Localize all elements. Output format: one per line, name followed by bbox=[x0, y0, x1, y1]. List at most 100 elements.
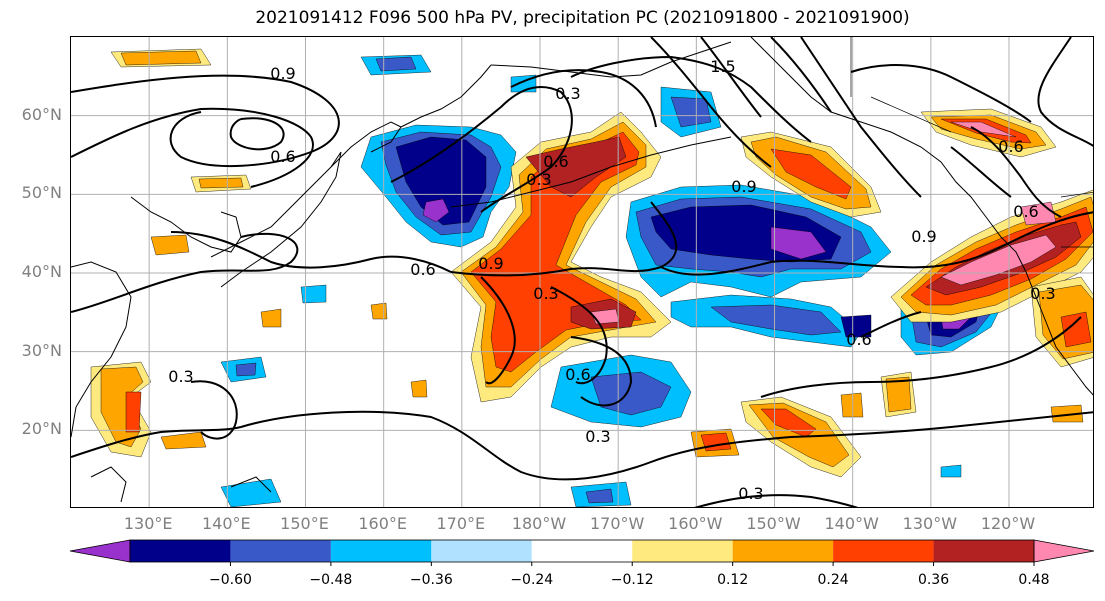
colorbar-extend-high bbox=[1033, 539, 1095, 563]
pv-contour-label: 0.6 bbox=[846, 330, 871, 349]
precip-anomaly-area bbox=[840, 392, 864, 418]
colorbar-extend-low bbox=[69, 539, 131, 563]
precip-anomaly-area bbox=[375, 56, 417, 72]
coastline bbox=[130, 196, 242, 253]
pv-contour bbox=[480, 276, 516, 385]
pv-contour bbox=[850, 64, 1032, 123]
pv-contour bbox=[71, 74, 340, 168]
pv-contour-label: 0.6 bbox=[998, 137, 1023, 156]
pv-contour-label: 0.3 bbox=[555, 84, 580, 103]
borders bbox=[850, 37, 1093, 248]
pv-contours bbox=[71, 37, 1093, 507]
pv-contour-label: 0.3 bbox=[168, 367, 193, 386]
pv-contour-label: 0.9 bbox=[911, 227, 936, 246]
colorbar-tick-label: −0.12 bbox=[610, 572, 654, 588]
precip-anomaly-area bbox=[940, 464, 962, 478]
longitude-label: 140°W bbox=[824, 514, 879, 533]
longitude-label: 170°E bbox=[436, 514, 486, 533]
precip-anomaly-area bbox=[260, 308, 282, 328]
longitude-label: 150°E bbox=[280, 514, 329, 533]
precip-anomaly-area bbox=[885, 376, 912, 413]
pv-contour bbox=[660, 211, 1093, 276]
precip-anomaly-area bbox=[410, 379, 428, 398]
precip-anomaly-area bbox=[1060, 311, 1092, 348]
pv-contour bbox=[800, 37, 922, 198]
longitude-label: 150°W bbox=[746, 514, 801, 533]
pv-contour bbox=[450, 201, 678, 277]
pv-contour-label: 0.9 bbox=[478, 254, 503, 273]
precip-anomaly-area bbox=[125, 391, 142, 433]
pv-contour bbox=[570, 55, 812, 143]
pv-contour bbox=[390, 86, 573, 213]
coastline bbox=[90, 466, 127, 503]
colorbar-segment bbox=[230, 540, 331, 562]
colorbar-segment bbox=[632, 540, 733, 562]
precip-anomaly-area bbox=[585, 488, 614, 504]
pv-contour bbox=[950, 146, 1012, 198]
pv-contour bbox=[510, 69, 657, 128]
pv-contour-label: 0.3 bbox=[738, 484, 763, 503]
longitude-label: 160°E bbox=[358, 514, 407, 533]
precip-anomaly-area bbox=[840, 314, 872, 338]
pv-contour-label: 0.6 bbox=[543, 152, 568, 171]
colorbar-segment bbox=[431, 540, 532, 562]
pv-contour bbox=[790, 411, 1093, 438]
colorbar-tick-label: −0.36 bbox=[409, 572, 453, 588]
precip-anomaly-area bbox=[670, 96, 712, 128]
longitude-label: 140°E bbox=[202, 514, 251, 533]
colorbar-segment bbox=[531, 540, 633, 562]
map-title: 2021091412 F096 500 hPa PV, precipitatio… bbox=[255, 8, 910, 28]
pv-contour bbox=[860, 311, 922, 338]
precip-anomaly-area bbox=[120, 50, 202, 66]
pv-contour-label: 0.9 bbox=[270, 64, 295, 83]
precip-anomaly-area bbox=[770, 226, 827, 260]
pv-contour bbox=[570, 336, 633, 407]
pv-contour-label: 0.3 bbox=[585, 427, 610, 446]
pv-contour bbox=[650, 37, 772, 168]
precip-anomaly-area bbox=[198, 177, 244, 189]
coastline bbox=[400, 64, 492, 128]
latitude-label: 40°N bbox=[21, 262, 62, 281]
coastline bbox=[750, 37, 1093, 396]
pv-contour-label: 1.5 bbox=[710, 57, 735, 76]
precip-anomaly-area bbox=[370, 302, 388, 320]
colorbar-segment bbox=[330, 540, 432, 562]
colorbar-outline bbox=[129, 539, 1035, 563]
pv-contour-labels: 0.90.61.50.30.90.60.90.60.30.60.30.30.30… bbox=[168, 57, 1055, 503]
precip-anomaly-area bbox=[700, 432, 732, 452]
longitude-label: 170°W bbox=[589, 514, 645, 533]
precip-anomaly-area bbox=[950, 121, 1017, 138]
coastline bbox=[71, 261, 132, 438]
pv-contour bbox=[1037, 37, 1093, 147]
colorbar-segment bbox=[833, 540, 934, 562]
pv-contour bbox=[700, 37, 762, 118]
colorbar bbox=[69, 539, 1095, 566]
colorbar-segment bbox=[933, 540, 1034, 562]
precip-anomaly-area bbox=[422, 198, 450, 223]
longitude-label: 160°W bbox=[668, 514, 723, 533]
latitude-label: 20°N bbox=[21, 419, 62, 439]
coastline bbox=[230, 476, 272, 493]
longitude-label: 180°W bbox=[511, 514, 567, 533]
pv-contour-label: 0.6 bbox=[1013, 202, 1038, 221]
colorbar-tick-label: 0.24 bbox=[817, 572, 849, 588]
longitude-label: 130°W bbox=[902, 514, 958, 533]
map-canvas: 0.90.61.50.30.90.60.90.60.30.60.30.30.30… bbox=[71, 37, 1093, 507]
pv-contour bbox=[770, 37, 832, 113]
precip-anomaly-area bbox=[160, 431, 207, 450]
colorbar-tick-label: −0.24 bbox=[510, 572, 554, 588]
pv-contour bbox=[170, 231, 452, 273]
border-line bbox=[850, 37, 1093, 248]
pv-contour-label: 0.6 bbox=[270, 147, 295, 166]
precip-anomaly-area bbox=[770, 148, 852, 200]
colorbar-tick-label: −0.60 bbox=[208, 572, 252, 588]
coastline bbox=[490, 41, 732, 78]
latitude-label: 50°N bbox=[21, 183, 62, 203]
precip-anomaly-area bbox=[235, 362, 257, 377]
pv-contour bbox=[190, 380, 238, 440]
pv-contour-label: 0.3 bbox=[526, 170, 551, 189]
latitude-label: 30°N bbox=[21, 340, 62, 360]
precip-anomaly-area bbox=[150, 234, 190, 256]
map-panel: 0.9 0.6 1.5 0.3 0.9 0.6 0.9 0.6 0.3 0.6 0.3 0.3 0.3 0… bbox=[70, 36, 1094, 508]
pv-contour-label: 0.6 bbox=[565, 365, 590, 384]
